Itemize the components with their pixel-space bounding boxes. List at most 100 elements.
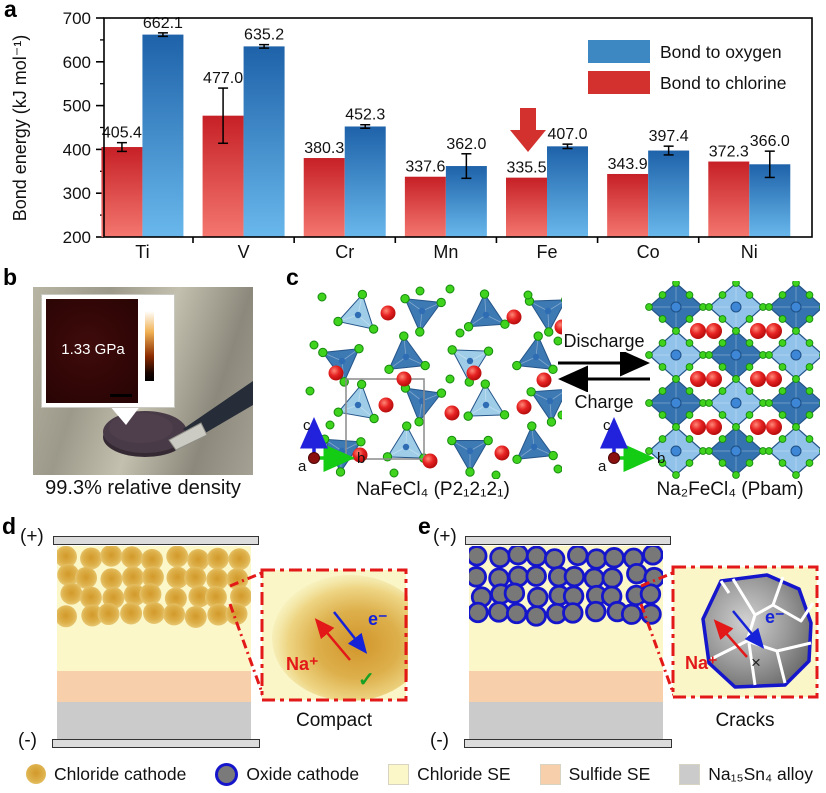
inset-border <box>671 565 819 699</box>
legend-label: Na₁₅Sn₄ alloy <box>708 763 814 784</box>
panel-label-c: c <box>286 264 299 290</box>
nafecl4-structure <box>305 284 562 479</box>
svg-text:380.3: 380.3 <box>304 140 344 157</box>
legend-label: Chloride cathode <box>54 763 187 784</box>
svg-text:Ni: Ni <box>741 242 758 262</box>
legend-label: Chloride SE <box>417 763 511 784</box>
legend-label: Sulfide SE <box>568 763 651 784</box>
electron-label: e⁻ <box>368 609 388 629</box>
sodium-ion-label: Na⁺ <box>685 653 718 673</box>
legend-item-oxide-cathode: Oxide cathode <box>215 762 360 786</box>
svg-text:c: c <box>603 417 611 434</box>
scale-ruler <box>110 394 132 397</box>
na2fecl4-structure <box>645 281 820 479</box>
check-mark: ✓ <box>358 669 375 691</box>
sulfide-se-layer <box>57 671 251 702</box>
sulfide-se-layer <box>469 671 663 702</box>
sodium-ion-label: Na⁺ <box>286 654 319 674</box>
electron-label: e⁻ <box>765 607 785 627</box>
svg-text:Bond energy (kJ mol⁻¹): Bond energy (kJ mol⁻¹) <box>10 35 30 222</box>
relative-density-caption: 99.3% relative density <box>45 477 241 499</box>
svg-text:400: 400 <box>63 140 91 159</box>
electron-arrow <box>732 610 765 649</box>
sulfide-se-swatch <box>539 763 561 785</box>
scale-min-label: 0 GPa <box>140 384 165 394</box>
legend-item-sulfide-se: Sulfide SE <box>539 763 651 785</box>
pellet-photo: 1.33 GPa 5 GPa 0 GPa <box>33 287 253 475</box>
chloride-se-layer <box>465 543 665 671</box>
callout-triangle <box>109 405 141 425</box>
oxide-cathode-particles <box>465 543 665 627</box>
alloy-anode-layer <box>57 702 251 739</box>
discharge-label: Discharge <box>563 331 645 351</box>
negative-terminal-label: (-) <box>18 730 37 751</box>
svg-text:335.5: 335.5 <box>506 160 546 177</box>
legend-item-chloride-cathode: Chloride cathode <box>26 764 186 785</box>
negative-terminal-label: (-) <box>430 730 449 751</box>
sodium-ion-arrow <box>713 619 748 658</box>
svg-text:343.9: 343.9 <box>608 156 648 173</box>
electron-arrow <box>333 611 368 654</box>
svg-text:397.4: 397.4 <box>649 128 689 145</box>
svg-text:a: a <box>298 458 307 474</box>
svg-text:300: 300 <box>63 184 91 203</box>
oxide-cathode-swatch <box>215 762 239 786</box>
top-current-collector <box>465 536 671 545</box>
legend-label: Oxide cathode <box>246 763 360 784</box>
panel-label-e: e <box>418 513 431 539</box>
reaction-arrows: Discharge Charge <box>548 331 660 413</box>
chloride-cathode-particles <box>55 544 253 628</box>
figure-legend: Chloride cathode Oxide cathode Chloride … <box>0 757 826 791</box>
zoom-connector-lines <box>228 570 266 699</box>
legend-item-chloride-se: Chloride SE <box>388 763 511 785</box>
alloy-anode-layer <box>469 702 663 739</box>
chloride-se-layer <box>55 544 253 671</box>
svg-text:200: 200 <box>63 228 91 247</box>
chloride-se-swatch <box>388 763 410 785</box>
svg-text:Bond to oxygen: Bond to oxygen <box>660 42 782 62</box>
color-scale-bar <box>145 311 154 381</box>
tweezers-tip <box>168 422 208 451</box>
svg-text:662.1: 662.1 <box>143 15 183 32</box>
svg-text:407.0: 407.0 <box>547 126 587 143</box>
svg-text:a: a <box>598 458 607 474</box>
modulus-value: 1.33 GPa <box>61 341 125 358</box>
positive-terminal-label: (+) <box>20 526 44 547</box>
legend-item-alloy: Na₁₅Sn₄ alloy <box>679 763 814 785</box>
left-structure-caption: NaFeCl₄ (P2₁2₁2₁) <box>356 479 510 500</box>
svg-text:c: c <box>303 417 311 434</box>
svg-text:405.4: 405.4 <box>102 125 142 142</box>
compact-particle <box>272 575 408 701</box>
pellet-tweezers-graphic <box>103 381 253 457</box>
panel-label-d: d <box>2 513 17 539</box>
svg-text:362.0: 362.0 <box>446 136 486 153</box>
svg-text:366.0: 366.0 <box>750 133 790 150</box>
svg-text:b: b <box>657 450 665 467</box>
panel-label-a: a <box>4 0 17 22</box>
svg-text:452.3: 452.3 <box>345 107 385 124</box>
svg-text:b: b <box>357 450 365 467</box>
chloride-cathode-swatch <box>26 764 46 784</box>
axis-triad-right: c b a <box>598 417 665 474</box>
svg-text:600: 600 <box>63 53 91 72</box>
equilibrium-arrows-icon <box>558 352 650 392</box>
sodium-ion-arrow <box>314 618 351 661</box>
top-current-collector <box>53 536 259 545</box>
svg-text:Bond to chlorine: Bond to chlorine <box>660 73 786 93</box>
zoom-connector-lines <box>639 570 677 699</box>
bottom-current-collector <box>52 739 260 748</box>
svg-text:Cr: Cr <box>335 242 354 262</box>
bottom-current-collector <box>464 739 672 748</box>
svg-text:700: 700 <box>63 9 91 28</box>
positive-terminal-label: (+) <box>433 526 457 547</box>
compact-particle-inset: Na⁺ e⁻ ✓ <box>260 568 408 702</box>
scale-max-label: 5 GPa <box>140 300 165 310</box>
chloride-cathode-cell: (+) (-) Na⁺ e⁻ ✓ Compact <box>0 512 413 762</box>
svg-text:372.3: 372.3 <box>709 144 749 161</box>
svg-text:Fe: Fe <box>536 242 557 262</box>
svg-text:Mn: Mn <box>433 242 458 262</box>
charge-label: Charge <box>574 392 634 412</box>
oxide-cathode-cell: (+) (-) Na⁺ e <box>413 512 826 762</box>
axis-triad-left: c b a <box>298 417 365 474</box>
